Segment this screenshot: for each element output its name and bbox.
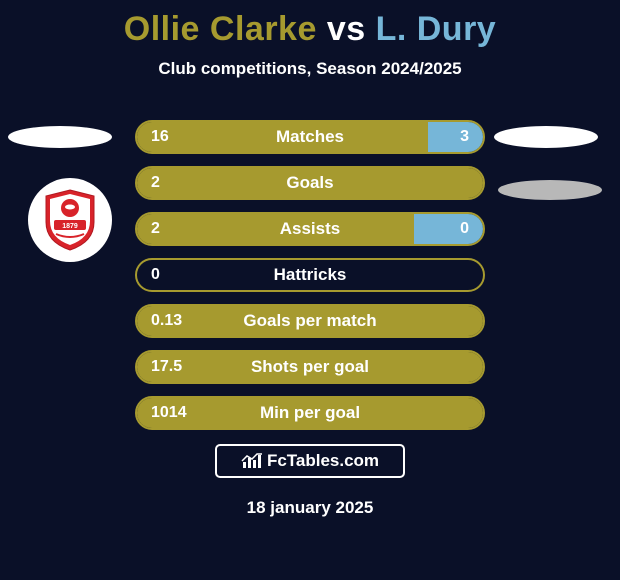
- stat-value-p2: 0: [460, 214, 469, 244]
- stat-label: Shots per goal: [137, 352, 483, 382]
- stat-label: Goals per match: [137, 306, 483, 336]
- stat-label: Assists: [137, 214, 483, 244]
- stat-label: Hattricks: [137, 260, 483, 290]
- stat-label: Goals: [137, 168, 483, 198]
- club-crest-icon: 1879: [42, 188, 98, 252]
- source-logo-text: FcTables.com: [267, 451, 379, 471]
- player2-club-placeholder: [498, 180, 602, 200]
- stat-bar-row: 2Assists0: [135, 212, 485, 246]
- player2-avatar-placeholder: [494, 126, 598, 148]
- player1-avatar-placeholder: [8, 126, 112, 148]
- stat-bar-row: 1014Min per goal: [135, 396, 485, 430]
- svg-text:1879: 1879: [62, 223, 78, 230]
- stat-bar-row: 0Hattricks: [135, 258, 485, 292]
- stat-bar-row: 0.13Goals per match: [135, 304, 485, 338]
- stats-bars-container: 16Matches32Goals2Assists00Hattricks0.13G…: [135, 120, 485, 442]
- player2-name: L. Dury: [376, 10, 497, 48]
- stat-bar-row: 16Matches3: [135, 120, 485, 154]
- source-logo-box: FcTables.com: [215, 444, 405, 478]
- player1-club-badge: 1879: [28, 178, 112, 262]
- chart-icon: [241, 452, 263, 470]
- date-text: 18 january 2025: [0, 498, 620, 518]
- stat-bar-row: 2Goals: [135, 166, 485, 200]
- subtitle: Club competitions, Season 2024/2025: [0, 59, 620, 79]
- stat-label: Min per goal: [137, 398, 483, 428]
- stat-label: Matches: [137, 122, 483, 152]
- vs-separator: vs: [317, 10, 376, 48]
- stat-bar-row: 17.5Shots per goal: [135, 350, 485, 384]
- stat-value-p2: 3: [460, 122, 469, 152]
- comparison-title: Ollie Clarke vs L. Dury: [0, 0, 620, 49]
- player1-name: Ollie Clarke: [124, 10, 317, 48]
